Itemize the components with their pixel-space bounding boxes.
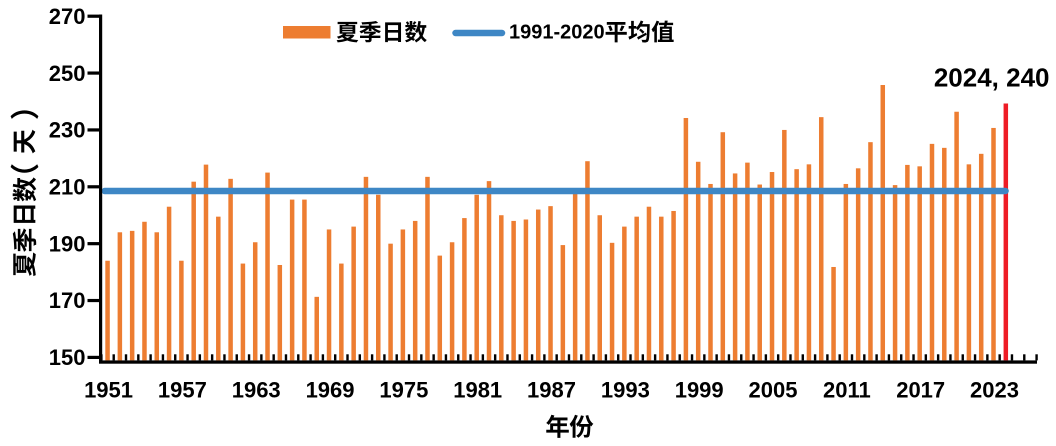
svg-text:270: 270 bbox=[49, 4, 86, 29]
svg-text:250: 250 bbox=[49, 61, 86, 86]
svg-text:1957: 1957 bbox=[158, 378, 207, 403]
svg-text:1993: 1993 bbox=[601, 378, 650, 403]
svg-text:1969: 1969 bbox=[306, 378, 355, 403]
svg-text:1981: 1981 bbox=[453, 378, 502, 403]
svg-text:210: 210 bbox=[49, 175, 86, 200]
svg-text:2005: 2005 bbox=[749, 378, 798, 403]
svg-text:150: 150 bbox=[49, 345, 86, 370]
svg-text:230: 230 bbox=[49, 118, 86, 143]
svg-text:1991-2020: 1991-2020 bbox=[509, 21, 605, 43]
svg-text:2023: 2023 bbox=[970, 378, 1019, 403]
svg-text:1999: 1999 bbox=[675, 378, 724, 403]
svg-text:1987: 1987 bbox=[527, 378, 576, 403]
svg-text:190: 190 bbox=[49, 231, 86, 256]
svg-text:2024, 240: 2024, 240 bbox=[934, 63, 1050, 93]
svg-text:1963: 1963 bbox=[232, 378, 281, 403]
svg-text:1975: 1975 bbox=[379, 378, 428, 403]
svg-text:1951: 1951 bbox=[84, 378, 133, 403]
svg-text:170: 170 bbox=[49, 288, 86, 313]
svg-text:2017: 2017 bbox=[896, 378, 945, 403]
svg-text:2011: 2011 bbox=[823, 378, 871, 403]
